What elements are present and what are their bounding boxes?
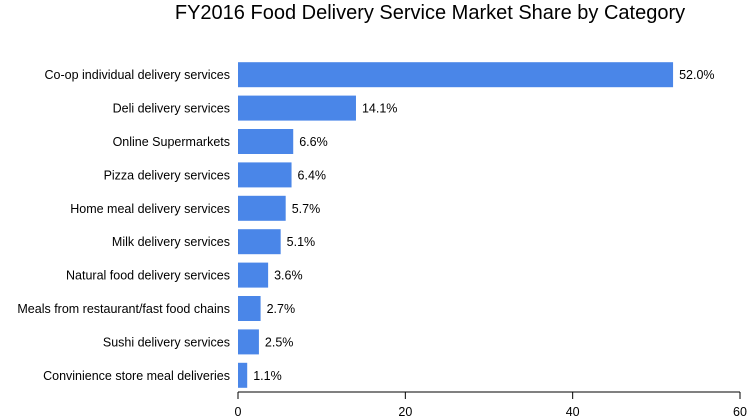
data-label: 1.1% — [253, 369, 282, 383]
category-label: Sushi delivery services — [103, 335, 230, 349]
data-label: 3.6% — [274, 269, 303, 283]
data-label: 2.5% — [265, 335, 294, 349]
data-labels: 52.0% 14.1% 6.6% 6.4% 5.7% 5.1% 3.6% 2.7% 2.5% 1.… — [253, 68, 714, 383]
data-label: 52.0% — [679, 68, 714, 82]
category-label: Meals from restaurant/fast food chains — [17, 302, 230, 316]
data-label: 5.7% — [292, 202, 321, 216]
x-tick-label: 0 — [235, 405, 242, 419]
bar — [238, 362, 248, 388]
category-label: Online Supermarkets — [113, 135, 230, 149]
bar — [238, 195, 286, 221]
bar — [238, 129, 294, 154]
bar — [238, 262, 269, 288]
bars-group — [238, 62, 674, 388]
bar — [238, 296, 261, 321]
bar — [238, 229, 281, 255]
bar — [238, 62, 674, 88]
data-label: 6.6% — [299, 135, 328, 149]
data-label: 6.4% — [298, 168, 327, 182]
bar — [238, 162, 292, 188]
category-label: Co-op individual delivery services — [45, 68, 231, 82]
x-tick-label: 60 — [733, 405, 747, 419]
category-label: Pizza delivery services — [104, 168, 230, 182]
data-label: 5.1% — [287, 235, 316, 249]
bar — [238, 329, 259, 355]
chart-title: FY2016 Food Delivery Service Market Shar… — [175, 2, 685, 24]
x-axis: 0 20 40 60 — [235, 391, 747, 419]
category-label: Natural food delivery services — [66, 269, 230, 283]
category-label: Convinience store meal deliveries — [43, 369, 230, 383]
bar — [238, 95, 356, 121]
category-label: Home meal delivery services — [70, 202, 230, 216]
data-label: 2.7% — [267, 302, 296, 316]
category-labels: Co-op individual delivery services Deli d… — [17, 68, 230, 383]
x-tick-label: 20 — [398, 405, 412, 419]
category-label: Milk delivery services — [112, 235, 230, 249]
data-label: 14.1% — [362, 102, 397, 116]
x-tick-label: 40 — [566, 405, 580, 419]
category-label: Deli delivery services — [113, 102, 230, 116]
